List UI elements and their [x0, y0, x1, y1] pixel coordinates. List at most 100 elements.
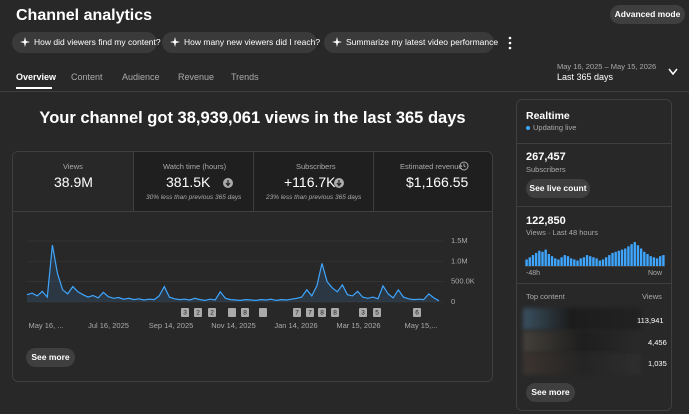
more-menu[interactable]	[507, 36, 513, 50]
annotation-marker	[194, 308, 202, 317]
metric-value: +116.7K	[284, 174, 336, 190]
date-range: May 16, 2025 – May 15, 2026	[557, 62, 657, 71]
annotation-label: 8	[243, 310, 247, 317]
bar	[611, 252, 614, 266]
bar	[560, 257, 563, 266]
see-live-count-button[interactable]: See live count	[526, 179, 590, 198]
metric-value: 381.5K	[166, 174, 211, 190]
bar	[646, 254, 649, 266]
x-tick-label: Jul 16, 2025	[88, 321, 129, 330]
annotation-marker	[318, 308, 326, 317]
annotation-marker	[306, 308, 314, 317]
chip[interactable]: Summarize my latest video performance	[324, 32, 498, 53]
annotation-marker	[359, 308, 367, 317]
annotation-marker	[413, 308, 421, 317]
annotation-label: 7	[295, 310, 299, 317]
views-chart: 0 500.0K 1.0M 1.5M May 16, ... Jul 16, 2025 Se…	[26, 236, 475, 330]
bar	[655, 258, 659, 266]
live-dot	[526, 126, 530, 130]
see-more-button[interactable]: See more	[26, 348, 75, 367]
metric-note: 23% less than previous 365 days	[266, 194, 362, 201]
bar	[528, 257, 531, 266]
date-label[interactable]: Last 365 days	[557, 72, 614, 82]
tab[interactable]: Audience	[122, 72, 160, 82]
bar	[643, 251, 646, 266]
annotation-marker	[373, 308, 381, 317]
realtime-bars	[525, 242, 665, 267]
annotation-label: 6	[415, 310, 419, 317]
bar	[630, 244, 633, 266]
bar	[595, 258, 598, 266]
tab[interactable]: Revenue	[178, 72, 215, 82]
bar	[662, 255, 665, 266]
thumbnail	[523, 353, 641, 375]
x-tick-label: May 15,...	[405, 321, 438, 330]
chip[interactable]: How did viewers find my content?	[12, 32, 161, 53]
x-tick-label: Nov 14, 2025	[211, 321, 256, 330]
annotation-label: 2	[196, 310, 200, 317]
tab[interactable]: Trends	[231, 72, 259, 82]
tab[interactable]: Overview	[16, 72, 57, 82]
bar	[531, 255, 535, 266]
bar	[585, 255, 589, 266]
divider	[517, 143, 671, 144]
metric-label: Views	[63, 162, 83, 171]
annotation-label: 8	[333, 310, 337, 317]
subscriber-count: 267,457	[526, 151, 566, 163]
bar	[576, 260, 579, 266]
x-tick-label: Jan 14, 2026	[274, 321, 317, 330]
bar	[627, 246, 630, 266]
y-tick-label: 0	[451, 297, 455, 306]
metric-selected[interactable]	[13, 152, 133, 211]
annotation-marker	[181, 308, 189, 317]
x-tick-label: May 16, ...	[28, 321, 63, 330]
tab[interactable]: Content	[71, 72, 103, 82]
x-tick-label: Mar 15, 2026	[336, 321, 380, 330]
y-tick-label: 1.5M	[451, 236, 468, 245]
bar	[541, 251, 544, 266]
bar	[598, 260, 601, 266]
bar	[544, 249, 547, 266]
advanced-mode-button[interactable]: Advanced mode	[610, 5, 685, 24]
views-value: 113,941	[637, 316, 664, 325]
bar	[569, 258, 573, 266]
bar	[633, 242, 636, 266]
chip[interactable]: How many new viewers did I reach?	[162, 32, 320, 53]
bar	[589, 256, 592, 266]
see-more-button[interactable]: See more	[526, 383, 575, 402]
bar	[538, 250, 541, 266]
views-count: 122,850	[526, 215, 566, 227]
bar	[550, 256, 554, 266]
x-tick-label: Sep 14, 2025	[149, 321, 194, 330]
axis-start: -48h	[526, 270, 541, 277]
bar	[566, 256, 570, 266]
tab-underline	[16, 87, 52, 89]
divider	[0, 91, 689, 92]
axis-end: Now	[648, 270, 663, 277]
views-label: Views · Last 48 hours	[526, 228, 598, 237]
info-icon[interactable]	[459, 161, 469, 171]
metric-label: Estimated revenue	[400, 162, 463, 171]
bar	[601, 259, 605, 266]
metric-label: Subscribers	[296, 162, 336, 171]
annotation-label: 7	[308, 310, 312, 317]
annotation-label: 8	[320, 310, 324, 317]
bar	[579, 258, 582, 266]
bar	[624, 248, 627, 266]
realtime-title: Realtime	[526, 110, 570, 122]
views-value: 4,456	[648, 338, 667, 347]
dropdown-arrow[interactable]	[668, 68, 678, 76]
bar	[636, 245, 640, 266]
bar	[573, 259, 576, 266]
bar	[534, 252, 538, 266]
views-value: 1,035	[648, 359, 667, 368]
annotation-marker	[293, 308, 301, 317]
bar	[614, 251, 617, 266]
annotation-marker	[241, 308, 249, 317]
bar	[617, 250, 621, 266]
bar	[620, 249, 624, 266]
line	[26, 244, 440, 302]
top-content-column: Views	[642, 292, 662, 301]
bar	[582, 257, 586, 266]
